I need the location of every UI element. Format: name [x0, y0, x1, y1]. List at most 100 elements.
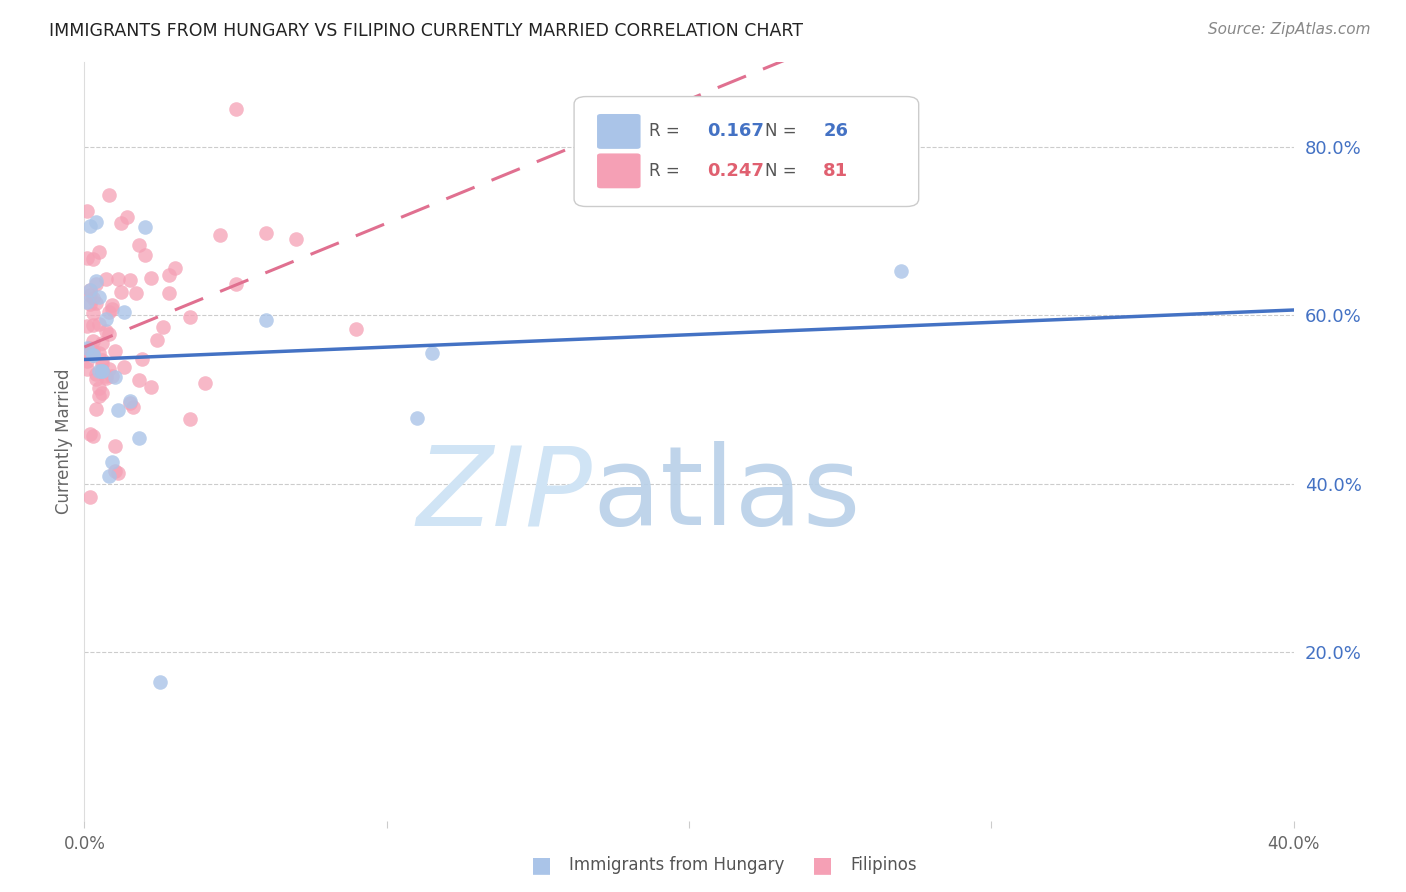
Point	[112, 305, 135, 319]
FancyBboxPatch shape	[598, 114, 641, 149]
Text: atlas: atlas	[592, 442, 860, 548]
Point	[100, 369, 122, 384]
Point	[97, 305, 120, 319]
Point	[79, 343, 101, 358]
Text: 0.167: 0.167	[707, 122, 763, 140]
Point	[104, 344, 127, 359]
Point	[97, 187, 120, 202]
Point	[107, 272, 129, 286]
Point	[110, 285, 132, 300]
Point	[97, 362, 120, 376]
Point	[165, 261, 187, 276]
Point	[79, 219, 101, 234]
Point	[107, 467, 129, 481]
Point	[91, 362, 114, 376]
Point	[82, 344, 104, 359]
Point	[91, 385, 114, 400]
Point	[346, 322, 368, 336]
Point	[89, 381, 111, 395]
Point	[97, 469, 120, 483]
Point	[76, 362, 98, 376]
Point	[209, 228, 232, 243]
FancyBboxPatch shape	[598, 153, 641, 188]
Point	[420, 346, 443, 360]
Point	[86, 296, 108, 310]
Point	[94, 324, 117, 338]
Point	[86, 277, 108, 292]
Point	[82, 252, 104, 267]
Text: Filipinos: Filipinos	[851, 856, 917, 874]
Point	[91, 357, 114, 371]
Point	[82, 348, 104, 362]
Point	[110, 217, 132, 231]
Point	[97, 327, 120, 342]
Point	[157, 268, 180, 282]
Point	[406, 411, 429, 425]
Text: N =: N =	[765, 161, 797, 180]
Point	[76, 341, 98, 355]
Point	[100, 298, 122, 312]
Point	[285, 232, 308, 246]
Point	[82, 334, 104, 348]
FancyBboxPatch shape	[574, 96, 918, 207]
Point	[121, 400, 143, 414]
Point	[112, 359, 135, 374]
Point	[76, 294, 98, 309]
Point	[115, 211, 138, 225]
Point	[139, 271, 162, 285]
Point	[76, 354, 98, 368]
Point	[89, 364, 111, 378]
Point	[194, 376, 217, 391]
Point	[134, 248, 156, 262]
Point	[104, 439, 127, 453]
Point	[76, 319, 98, 334]
Point	[890, 264, 912, 278]
Point	[79, 426, 101, 441]
Text: IMMIGRANTS FROM HUNGARY VS FILIPINO CURRENTLY MARRIED CORRELATION CHART: IMMIGRANTS FROM HUNGARY VS FILIPINO CURR…	[49, 22, 803, 40]
Point	[89, 345, 111, 359]
Point	[82, 318, 104, 332]
Point	[91, 364, 114, 378]
Point	[157, 286, 180, 301]
Text: N =: N =	[765, 122, 797, 140]
Text: Immigrants from Hungary: Immigrants from Hungary	[569, 856, 785, 874]
Point	[100, 455, 122, 469]
Point	[128, 374, 150, 388]
Point	[79, 296, 101, 310]
Y-axis label: Currently Married: Currently Married	[55, 368, 73, 515]
Point	[134, 219, 156, 234]
Point	[76, 204, 98, 219]
Point	[89, 389, 111, 403]
Point	[125, 285, 148, 300]
Point	[86, 372, 108, 386]
Point	[118, 273, 141, 287]
Text: ■: ■	[531, 855, 551, 875]
Point	[89, 290, 111, 304]
Point	[86, 274, 108, 288]
Text: Source: ZipAtlas.com: Source: ZipAtlas.com	[1208, 22, 1371, 37]
Point	[254, 226, 277, 240]
Text: 81: 81	[823, 161, 848, 180]
Point	[82, 291, 104, 305]
Point	[82, 428, 104, 442]
Point	[225, 103, 247, 117]
Point	[79, 287, 101, 301]
Point	[104, 464, 127, 478]
Point	[91, 352, 114, 367]
Point	[179, 412, 201, 426]
Point	[91, 335, 114, 350]
Point	[104, 370, 127, 384]
Point	[79, 347, 101, 361]
Point	[76, 348, 98, 362]
Point	[79, 283, 101, 297]
Point	[79, 341, 101, 355]
Point	[76, 252, 98, 266]
Text: ■: ■	[813, 855, 832, 875]
Point	[131, 351, 153, 366]
Point	[225, 277, 247, 291]
Point	[89, 245, 111, 260]
Point	[128, 237, 150, 252]
Point	[86, 401, 108, 416]
Point	[76, 347, 98, 361]
Text: ZIP: ZIP	[416, 442, 592, 548]
